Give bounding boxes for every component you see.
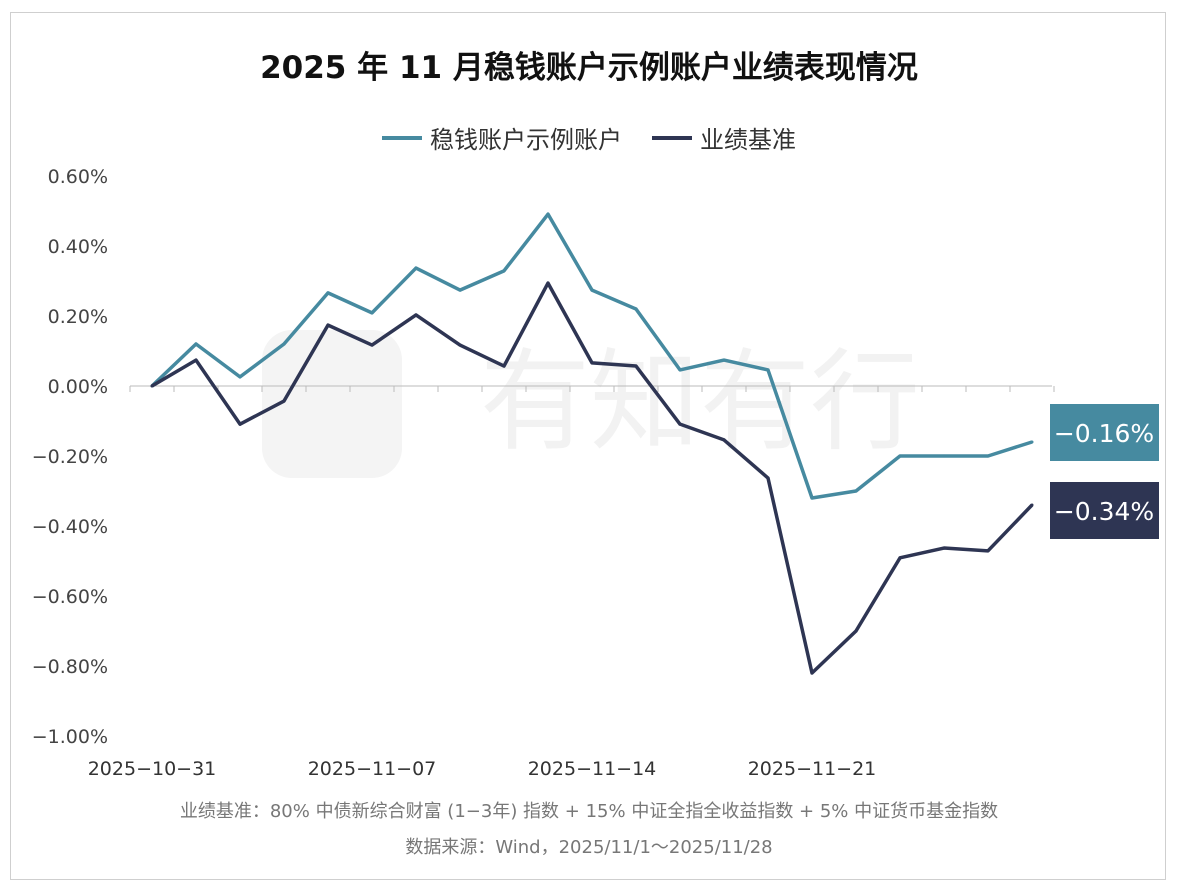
y-tick-label: −0.60% (32, 586, 108, 608)
end-label-box (1050, 482, 1159, 539)
data-point (194, 342, 198, 346)
x-tick-label: 2025−11−07 (308, 758, 437, 780)
data-point (590, 361, 594, 365)
data-point (1030, 440, 1034, 444)
benchmark-note: 业绩基准：80% 中债新综合财富 (1−3年) 指数 + 15% 中证全指全收益… (179, 801, 999, 822)
legend-label: 稳钱账户示例账户 (430, 126, 622, 154)
data-point (502, 269, 506, 273)
data-point (854, 629, 858, 633)
data-point (502, 364, 506, 368)
data-point (722, 358, 726, 362)
data-point (370, 311, 374, 315)
legend-item-account: 稳钱账户示例账户 (382, 120, 622, 155)
data-point (898, 556, 902, 560)
y-tick-label: −0.80% (32, 656, 108, 678)
data-point (370, 343, 374, 347)
data-point (546, 281, 550, 285)
y-tick-label: 0.20% (48, 306, 108, 328)
data-point (238, 422, 242, 426)
x-tick-label: 2025−10−31 (88, 758, 217, 780)
legend: 稳钱账户示例账户 业绩基准 (0, 120, 1178, 155)
end-value-label: −0.16% (1054, 419, 1154, 448)
chart-title: 2025 年 11 月稳钱账户示例账户业绩表现情况 (260, 50, 918, 86)
data-point (986, 454, 990, 458)
data-point (1030, 503, 1034, 507)
legend-label: 业绩基准 (700, 126, 796, 154)
watermark-logo (262, 330, 402, 478)
data-point (634, 364, 638, 368)
data-point (458, 343, 462, 347)
data-point (414, 313, 418, 317)
data-point (414, 266, 418, 270)
data-point (546, 212, 550, 216)
y-tick-label: 0.60% (48, 166, 108, 188)
chart-frame (10, 12, 1166, 880)
end-value-label: −0.34% (1054, 497, 1154, 526)
data-point (238, 375, 242, 379)
data-point (942, 454, 946, 458)
legend-swatch (382, 135, 422, 140)
y-tick-label: −0.20% (32, 446, 108, 468)
data-point (590, 288, 594, 292)
data-point (898, 454, 902, 458)
data-point (458, 288, 462, 292)
data-point (150, 384, 154, 388)
data-point (282, 399, 286, 403)
data-point (282, 342, 286, 346)
data-point (722, 438, 726, 442)
legend-swatch (652, 135, 692, 140)
data-source-note: 数据来源：Wind，2025/11/1～2025/11/28 (405, 837, 773, 858)
y-tick-label: 0.00% (48, 376, 108, 398)
data-point (766, 368, 770, 372)
data-point (766, 476, 770, 480)
data-point (634, 307, 638, 311)
data-point (194, 358, 198, 362)
watermark: 有知有行 (480, 338, 920, 466)
y-tick-label: −0.40% (32, 516, 108, 538)
data-point (854, 489, 858, 493)
data-point (326, 291, 330, 295)
x-tick-label: 2025−11−14 (528, 758, 657, 780)
data-point (942, 546, 946, 550)
y-tick-label: 0.40% (48, 236, 108, 258)
data-point (678, 422, 682, 426)
data-point (326, 323, 330, 327)
end-label-box (1050, 404, 1159, 461)
x-tick-label: 2025−11−21 (748, 758, 877, 780)
data-point (986, 549, 990, 553)
data-point (678, 368, 682, 372)
legend-item-benchmark: 业绩基准 (652, 120, 796, 155)
data-point (810, 671, 814, 675)
data-point (810, 496, 814, 500)
y-tick-label: −1.00% (32, 726, 108, 748)
